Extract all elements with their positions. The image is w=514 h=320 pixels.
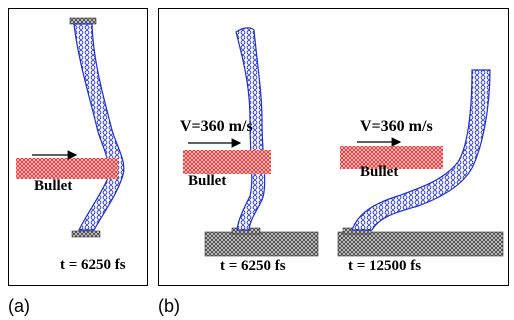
time-label-b-left: t = 6250 fs [220,258,286,274]
velocity-label-b-right: V=360 m/s [360,118,433,135]
bullet-b-right [340,146,443,169]
panel-b-caption: (b) [158,296,180,316]
top-clamp-a [69,17,97,25]
bullet-a [16,158,118,179]
substrate-b-right [337,231,504,257]
nanotube-a [73,23,125,231]
nanotube-b-right [351,69,491,231]
velocity-label-b-left: V=360 m/s [180,118,253,135]
panel-a-caption: (a) [8,296,30,316]
time-label-b-right: t = 12500 fs [348,258,422,274]
bullet-b-left [183,150,271,174]
time-label-a: t = 6250 fs [60,257,126,273]
nanotube-b-left [235,27,266,231]
bullet-label-b-right: Bullet [360,164,399,180]
bullet-label-a: Bullet [34,178,73,194]
substrate-b-left [204,231,319,257]
bottom-clamp-a [71,230,101,238]
bullet-label-b-left: Bullet [188,173,227,189]
panel-a-frame [8,8,148,286]
